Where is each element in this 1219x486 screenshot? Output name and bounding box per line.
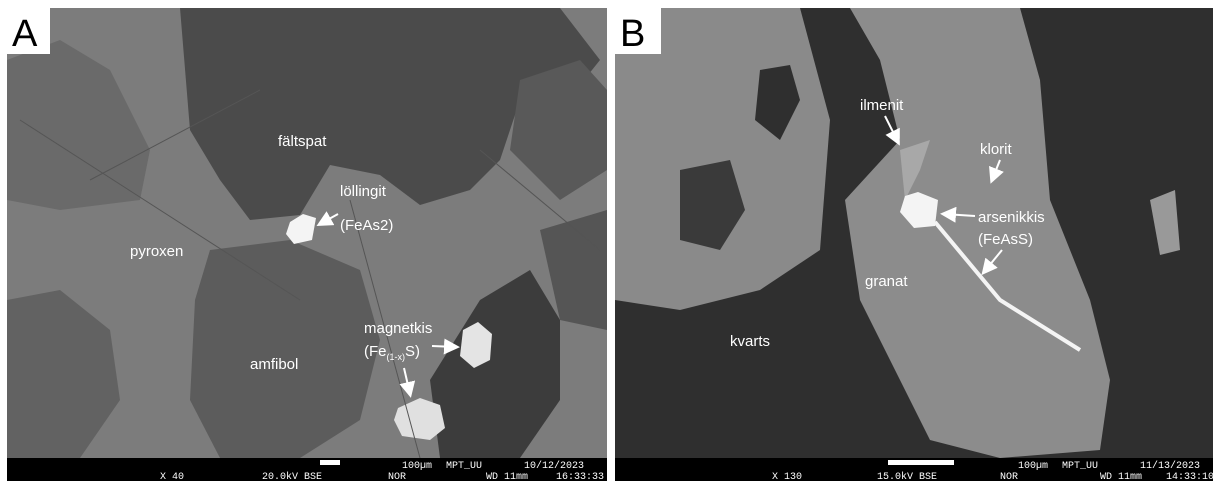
panel-letter: B: [620, 13, 645, 55]
mineral-label: fältspat: [278, 133, 327, 150]
wd-text: WD 11mm: [486, 472, 528, 483]
scale-text: 100µm: [402, 461, 432, 472]
mode-text: NOR: [388, 472, 406, 483]
voltage-text: 20.0kV BSE: [262, 471, 322, 483]
magnification-text: X 130: [772, 472, 802, 483]
date-text: 10/12/2023: [524, 460, 584, 472]
scale-bar: [320, 460, 340, 465]
formula-subscript: (1-x): [387, 352, 406, 362]
mineral-label: arsenikkis: [978, 209, 1045, 226]
mineral-label: amfibol: [250, 356, 298, 373]
formula-part: (Fe: [364, 343, 387, 360]
mineral-label: pyroxen: [130, 243, 183, 260]
figure: fältspat löllingit (FeAs2) pyroxen magne…: [0, 0, 1219, 486]
time-text: 14:33:10: [1166, 472, 1214, 483]
panel-letter: A: [12, 13, 38, 55]
mineral-formula: (FeAsS): [978, 231, 1033, 248]
wd-text: WD 11mm: [1100, 472, 1142, 483]
page: fältspat löllingit (FeAs2) pyroxen magne…: [0, 0, 1219, 486]
scale-bar: [888, 460, 954, 465]
panel-b: ilmenit klorit arsenikkis (FeAsS) granat…: [615, 8, 1213, 458]
panel-a: fältspat löllingit (FeAs2) pyroxen magne…: [7, 8, 607, 458]
time-text: 16:33:33: [556, 472, 604, 483]
info-bar: 100µm MPT_UU 11/13/2023 X 130 15.0kV BSE…: [615, 458, 1214, 483]
magnification-text: X 40: [160, 472, 184, 483]
mode-text: NOR: [1000, 472, 1018, 483]
mineral-label: magnetkis: [364, 320, 432, 337]
lab-text: MPT_UU: [1062, 461, 1098, 472]
info-bar: 100µm MPT_UU 10/12/2023 X 40 20.0kV BSE …: [7, 458, 607, 483]
arrow: [432, 346, 456, 347]
formula-part: S): [405, 343, 420, 360]
amphibole-grain: [190, 240, 380, 458]
mineral-label: löllingit: [340, 183, 387, 200]
mineral-label: kvarts: [730, 333, 770, 350]
scale-text: 100µm: [1018, 461, 1048, 472]
mineral-formula: (FeAs2): [340, 217, 393, 234]
mineral-label: klorit: [980, 141, 1013, 158]
date-text: 11/13/2023: [1140, 460, 1200, 472]
voltage-text: 15.0kV BSE: [877, 471, 937, 483]
mineral-label: ilmenit: [860, 97, 904, 114]
lab-text: MPT_UU: [446, 461, 482, 472]
mineral-label: granat: [865, 273, 908, 290]
